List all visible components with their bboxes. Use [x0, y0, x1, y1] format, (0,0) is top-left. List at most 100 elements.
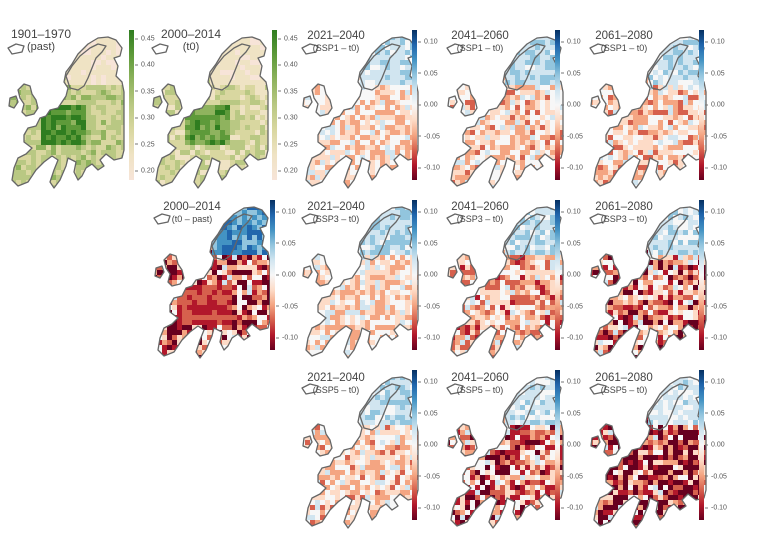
colorbar-diverging: [412, 30, 417, 180]
colorbar-tick-label: 0.00: [705, 102, 725, 109]
colorbar-tick-label: 0.05: [705, 240, 725, 247]
colorbar-tick-label: 0.10: [705, 209, 725, 216]
colorbar-tick-label: -0.10: [418, 165, 440, 172]
colorbar-tick-label: 0.40: [135, 62, 155, 69]
colorbar-diverging: [555, 30, 560, 180]
colorbar-tick-label: 0.00: [561, 102, 581, 109]
colorbar-tick-label: -0.10: [418, 335, 440, 342]
map-panel-ssp5-2041: [445, 370, 585, 542]
colorbar-ticks: 0.10 0.05 0.00 -0.05 -0.10: [561, 200, 591, 350]
europe-map: [589, 206, 707, 359]
colorbar-tick-label: 0.00: [418, 272, 438, 279]
colorbar-tick-label: 0.05: [705, 70, 725, 77]
colorbar-diverging: [699, 200, 704, 350]
colorbar-ticks: 0.10 0.05 0.00 -0.05 -0.10: [705, 370, 735, 520]
colorbar-tick-label: -0.10: [705, 335, 727, 342]
colorbar-ticks: 0.45 0.40 0.35 0.30 0.25 0.20: [278, 30, 308, 180]
panel-title: 2000–2014 (t0 – past): [163, 201, 221, 224]
panel-title: 2021–2040 (SSP1 – t0): [307, 30, 365, 53]
colorbar-tick-label: 0.20: [135, 168, 155, 175]
europe-map: [153, 206, 271, 359]
colorbar-diverging: [270, 200, 275, 350]
colorbar-tick-label: 0.00: [418, 102, 438, 109]
colorbar-tick-label: -0.10: [561, 505, 583, 512]
map-panel-past: [6, 30, 146, 202]
panel-title: 2061–2080 (SSP1 – t0): [595, 30, 653, 53]
colorbar-tick-label: -0.05: [418, 303, 440, 310]
colorbar-tick-label: 0.00: [418, 442, 438, 449]
europe-map: [7, 36, 125, 189]
europe-map: [446, 36, 564, 189]
colorbar-tick-label: 0.00: [561, 442, 581, 449]
colorbar-diverging: [699, 30, 704, 180]
colorbar-tick-label: 0.30: [278, 115, 298, 122]
colorbar-tick-label: -0.10: [705, 165, 727, 172]
colorbar-tick-label: 0.10: [418, 39, 438, 46]
colorbar-tick-label: 0.10: [561, 379, 581, 386]
colorbar-tick-label: 0.00: [561, 272, 581, 279]
colorbar-tick-label: 0.45: [135, 36, 155, 43]
panel-title: 2021–2040 (SSP3 – t0): [307, 201, 365, 224]
panel-title: 2041–2060 (SSP1 – t0): [451, 30, 509, 53]
europe-map: [589, 36, 707, 189]
colorbar-tick-label: -0.05: [561, 303, 583, 310]
colorbar-tick-label: 0.05: [561, 240, 581, 247]
colorbar-tick-label: -0.05: [418, 133, 440, 140]
colorbar-diverging: [412, 200, 417, 350]
map-panel-ssp3-2061: [588, 200, 728, 372]
colorbar-diverging: [699, 370, 704, 520]
colorbar-tick-label: -0.10: [561, 335, 583, 342]
europe-map: [446, 376, 564, 529]
colorbar-tick-label: 0.00: [705, 442, 725, 449]
colorbar-tick-label: 0.00: [705, 272, 725, 279]
colorbar-ticks: 0.10 0.05 0.00 -0.05 -0.10: [705, 30, 735, 180]
colorbar-tick-label: -0.10: [705, 505, 727, 512]
colorbar-tick-label: 0.30: [135, 115, 155, 122]
colorbar-tick-label: -0.05: [276, 303, 298, 310]
colorbar-tick-label: -0.10: [418, 505, 440, 512]
colorbar-tick-label: -0.05: [561, 473, 583, 480]
europe-map: [301, 36, 419, 189]
map-panel-ssp3-2021: [300, 200, 440, 372]
colorbar-tick-label: 0.45: [278, 36, 298, 43]
colorbar-ticks: 0.10 0.05 0.00 -0.05 -0.10: [418, 370, 448, 520]
colorbar-tick-label: -0.05: [705, 133, 727, 140]
colorbar-green: [129, 30, 134, 180]
panel-title: 2000–2014 (t0): [160, 27, 222, 54]
colorbar-tick-label: 0.10: [418, 209, 438, 216]
colorbar-tick-label: -0.10: [276, 335, 298, 342]
colorbar-tick-label: 0.10: [418, 379, 438, 386]
colorbar-tick-label: 0.35: [135, 88, 155, 95]
colorbar-green: [272, 30, 277, 180]
colorbar-tick-label: 0.25: [278, 141, 298, 148]
colorbar-ticks: 0.10 0.05 0.00 -0.05 -0.10: [418, 200, 448, 350]
panel-title: 2041–2060 (SSP3 – t0): [451, 201, 509, 224]
colorbar-tick-label: 0.05: [418, 240, 438, 247]
panel-title: 2021–2040 (SSP5 – t0): [307, 372, 365, 395]
panel-title: 1901–1970 (past): [10, 27, 72, 54]
colorbar-diverging: [555, 200, 560, 350]
colorbar-tick-label: 0.35: [278, 88, 298, 95]
colorbar-tick-label: -0.05: [561, 133, 583, 140]
colorbar-tick-label: 0.25: [135, 141, 155, 148]
colorbar-tick-label: 0.05: [418, 70, 438, 77]
colorbar-tick-label: -0.05: [705, 303, 727, 310]
colorbar-tick-label: 0.20: [278, 168, 298, 175]
colorbar-diverging: [412, 370, 417, 520]
map-panel-t0-past: [152, 200, 292, 372]
colorbar-tick-label: 0.10: [705, 379, 725, 386]
colorbar-tick-label: 0.05: [705, 410, 725, 417]
colorbar-tick-label: 0.05: [276, 240, 296, 247]
panel-title: 2061–2080 (SSP5 – t0): [595, 372, 653, 395]
colorbar-ticks: 0.10 0.05 0.00 -0.05 -0.10: [705, 200, 735, 350]
europe-map: [151, 36, 269, 189]
panel-title: 2041–2060 (SSP5 – t0): [451, 372, 509, 395]
colorbar-tick-label: 0.10: [561, 209, 581, 216]
colorbar-tick-label: -0.10: [561, 165, 583, 172]
colorbar-ticks: 0.10 0.05 0.00 -0.05 -0.10: [561, 30, 591, 180]
europe-map: [301, 206, 419, 359]
colorbar-tick-label: 0.05: [561, 70, 581, 77]
colorbar-tick-label: 0.10: [276, 209, 296, 216]
colorbar-tick-label: 0.00: [276, 272, 296, 279]
colorbar-tick-label: 0.05: [418, 410, 438, 417]
